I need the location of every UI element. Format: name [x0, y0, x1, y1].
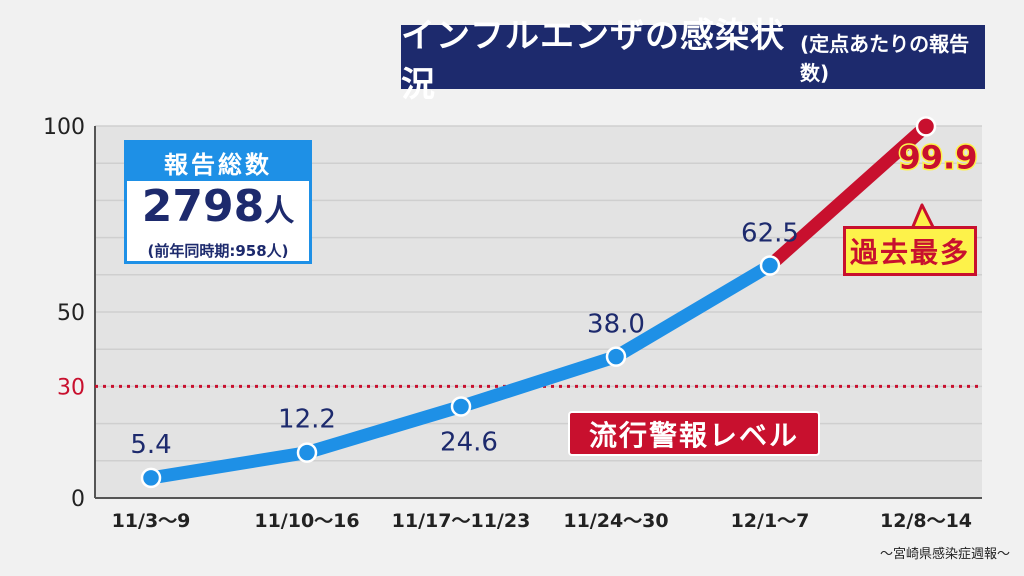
x-tick-label: 11/24～30 [563, 510, 668, 532]
data-labels: 5.4 12.2 24.6 38.0 62.5 99.9 [130, 137, 979, 460]
total-reports-heading: 報告総数 [127, 143, 309, 181]
series-points [140, 116, 937, 489]
x-tick-label: 12/1～7 [731, 510, 810, 532]
total-reports-value: 2798人 [127, 183, 309, 240]
y-tick-label: 100 [43, 115, 85, 140]
total-reports-previous: (前年同時期:958人) [147, 242, 289, 260]
data-point [140, 467, 162, 489]
data-point [915, 116, 937, 137]
data-point [296, 442, 318, 463]
data-label: 38.0 [587, 310, 645, 340]
x-tick-label: 11/17～11/23 [392, 510, 531, 532]
data-point [759, 255, 781, 276]
y-tick-labels: 0 30 50 100 [43, 115, 85, 512]
total-reports-box: 報告総数 2798人 (前年同時期:958人) [124, 140, 312, 264]
total-reports-unit: 人 [264, 194, 295, 229]
x-tick-labels: 11/3～9 11/10～16 11/17～11/23 11/24～30 12/1～7 1… [112, 510, 972, 532]
data-point [605, 346, 627, 367]
alert-level-badge: 流行警報レベル [568, 411, 820, 456]
y-tick-label: 0 [71, 487, 85, 512]
source-note: ～宮崎県感染症週報～ [879, 547, 1010, 562]
x-tick-label: 11/10～16 [254, 510, 359, 532]
data-label: 12.2 [278, 405, 336, 435]
title-main: インフルエンザの感染状況 [401, 16, 785, 105]
y-tick-label: 50 [57, 301, 85, 326]
data-label: 99.9 [899, 138, 978, 176]
data-label: 62.5 [741, 219, 799, 249]
title-sub: (定点あたりの報告数) [799, 32, 970, 85]
data-label: 5.4 [130, 430, 171, 460]
record-high-badge: 過去最多 [843, 226, 977, 276]
x-tick-label: 11/3～9 [112, 510, 191, 532]
data-label: 24.6 [440, 427, 498, 457]
chart-title: インフルエンザの感染状況 (定点あたりの報告数) [401, 16, 985, 105]
total-reports-number: 2798 [141, 181, 265, 232]
x-tick-label: 12/8～14 [880, 510, 972, 532]
series-line-red [763, 119, 933, 272]
axes [94, 126, 982, 499]
data-point [450, 396, 472, 417]
y-tick-label: 30 [57, 375, 85, 400]
